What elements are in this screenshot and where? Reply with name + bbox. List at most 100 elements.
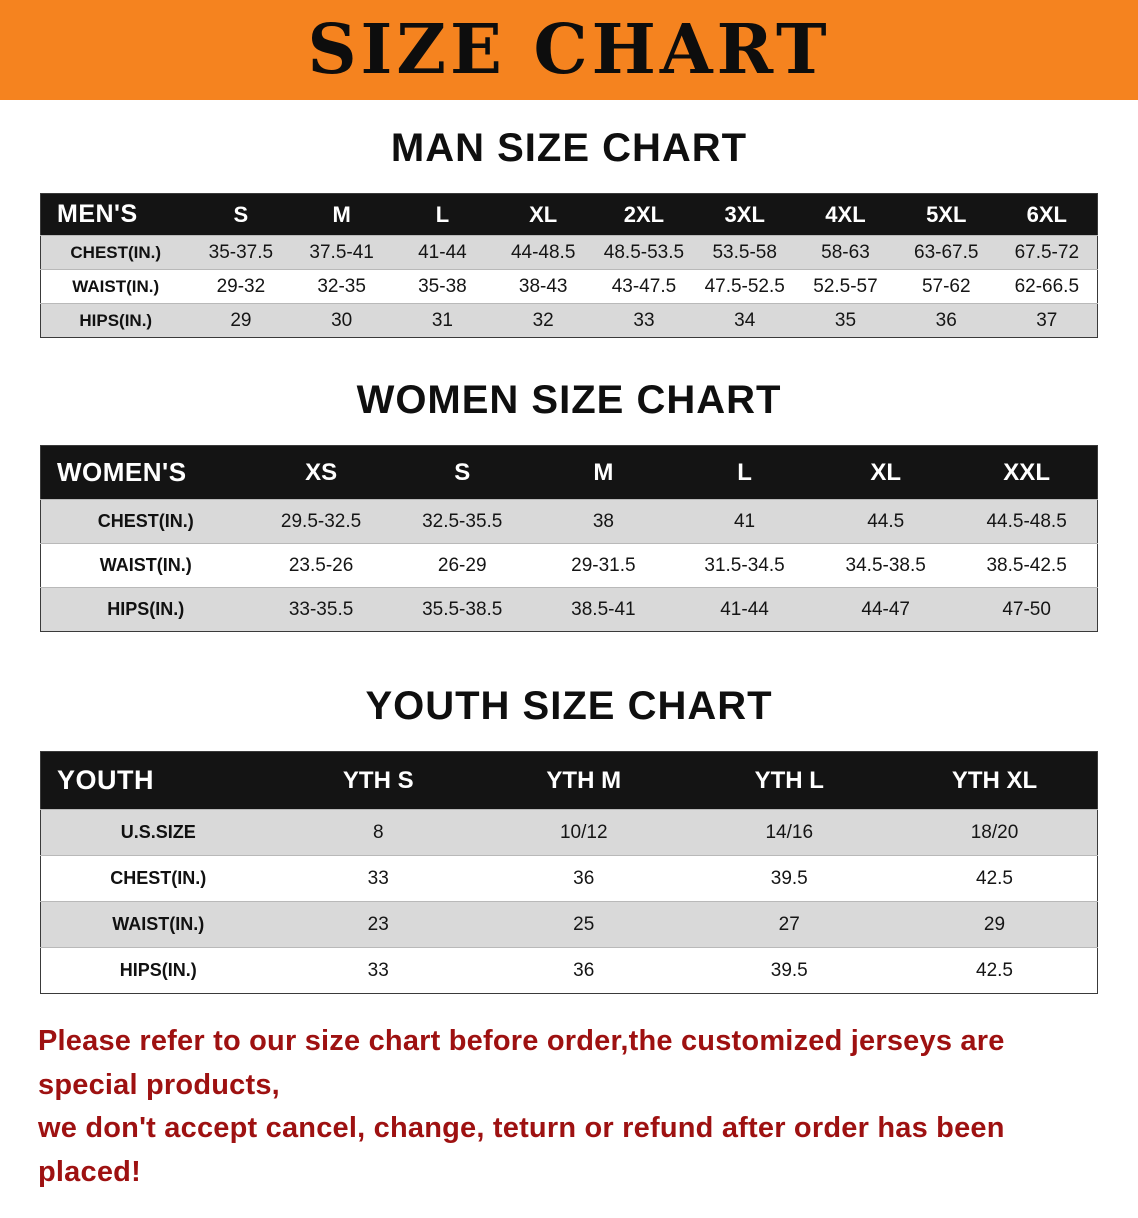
size-value: 10/12 [559, 821, 608, 843]
size-value: 63-67.5 [914, 241, 979, 263]
size-value: 27 [778, 913, 800, 935]
size-value: 33 [633, 309, 655, 331]
size-value: 18/20 [970, 821, 1019, 843]
banner: SIZE CHART [0, 0, 1138, 100]
size-value: 38.5-41 [571, 598, 636, 620]
size-value: 14/16 [765, 821, 814, 843]
table-row: WAIST(IN.) 23 25 27 29 [40, 901, 1098, 948]
size-column-header: S [190, 193, 292, 236]
size-value: 35-38 [418, 275, 467, 297]
size-value: 32.5-35.5 [422, 510, 503, 532]
row-label: U.S.SIZE [120, 822, 196, 842]
youth-size-chart-section: YOUTH SIZE CHART YOUTH YTH S YTH M YTH L YTH… [0, 684, 1138, 994]
size-value: 34.5-38.5 [845, 554, 926, 576]
size-value: 44.5-48.5 [986, 510, 1067, 532]
size-value: 38 [592, 510, 614, 532]
row-label: WAIST(IN.) [99, 555, 192, 575]
size-column-header: XS [250, 445, 392, 500]
order-policy-notice-line-2: we don't accept cancel, change, teturn o… [38, 1112, 1005, 1188]
size-value: 35.5-38.5 [422, 598, 503, 620]
size-value: 32 [532, 309, 554, 331]
table-row: HIPS(IN.) 29 30 31 32 33 34 35 36 37 [40, 303, 1098, 338]
size-value: 62-66.5 [1014, 275, 1080, 297]
man-size-chart-heading: MAN SIZE CHART [390, 126, 748, 170]
size-value: 29 [983, 913, 1006, 935]
size-value: 36 [935, 309, 957, 331]
table-row: WAIST(IN.) 23.5-26 26-29 29-31.5 31.5-34.5 34… [40, 543, 1098, 588]
row-label: WAIST(IN.) [112, 914, 205, 934]
size-value: 39.5 [770, 959, 808, 981]
table-group-label: WOMEN'S [40, 445, 251, 500]
size-value: 47.5-52.5 [704, 275, 785, 297]
size-column-header: 6XL [996, 193, 1098, 236]
size-column-header: L [392, 193, 493, 236]
size-column-header: YTH S [275, 751, 481, 810]
women-size-chart-heading: WOMEN SIZE CHART [356, 378, 782, 422]
man-size-chart-section: MAN SIZE CHART MEN'S S M L XL 2XL 3XL 4XL 5XL 6XL… [0, 126, 1138, 338]
size-value: 38-43 [518, 275, 568, 297]
size-value: 35-37.5 [208, 241, 274, 263]
size-column-header: 2XL [593, 193, 695, 236]
size-value: 41-44 [720, 598, 769, 620]
size-column-header: 5XL [895, 193, 997, 236]
size-value: 48.5-53.5 [603, 241, 685, 263]
size-value: 52.5-57 [813, 275, 878, 297]
size-column-header: M [291, 193, 393, 236]
size-value: 33-35.5 [288, 598, 354, 620]
size-value: 53.5-58 [712, 241, 777, 263]
size-column-header: XL [492, 193, 594, 236]
table-header-row: WOMEN'S XS S M L XL XXL [40, 445, 1098, 500]
page-title: SIZE CHART [307, 10, 831, 90]
size-value: 42.5 [976, 959, 1013, 981]
size-column-header: XL [815, 445, 957, 500]
size-value: 23.5-26 [288, 554, 354, 576]
row-label: WAIST(IN.) [72, 276, 160, 296]
table-row: CHEST(IN.) 29.5-32.5 32.5-35.5 38 41 44.5 44.5… [40, 499, 1098, 544]
size-column-header: YTH XL [892, 751, 1098, 810]
size-value: 44-47 [861, 598, 910, 620]
youth-size-table: YOUTH YTH S YTH M YTH L YTH XL U.S.SIZE 8 10/12… [40, 751, 1098, 994]
size-value: 43-47.5 [611, 275, 677, 297]
table-row: CHEST(IN.) 35-37.5 37.5-41 41-44 44-48.5 48.5… [40, 235, 1098, 270]
size-column-header: M [532, 445, 674, 500]
table-header-row: MEN'S S M L XL 2XL 3XL 4XL 5XL 6XL [40, 193, 1098, 236]
size-value: 8 [372, 821, 384, 843]
table-row: CHEST(IN.) 33 36 39.5 42.5 [40, 855, 1098, 902]
table-row: WAIST(IN.) 29-32 32-35 35-38 38-43 43-47.5 47.… [40, 269, 1098, 304]
table-row: U.S.SIZE 8 10/12 14/16 18/20 [40, 809, 1098, 856]
size-value: 67.5-72 [1014, 241, 1080, 263]
size-value: 36 [573, 959, 595, 981]
size-column-header: XXL [956, 445, 1098, 500]
size-value: 38.5-42.5 [986, 554, 1067, 576]
row-label: CHEST(IN.) [70, 242, 162, 262]
women-size-chart-section: WOMEN SIZE CHART WOMEN'S XS S M L XL XXL CHEST(… [0, 378, 1138, 632]
size-value: 33 [367, 959, 389, 981]
row-label: HIPS(IN.) [119, 960, 197, 980]
size-value: 41-44 [418, 241, 467, 263]
table-group-label: MEN'S [40, 193, 191, 236]
size-column-header: S [391, 445, 533, 500]
size-value: 35 [834, 309, 857, 331]
size-value: 34 [734, 309, 756, 331]
row-label: HIPS(IN.) [107, 599, 185, 619]
size-value: 36 [573, 867, 595, 889]
size-column-header: L [673, 445, 816, 500]
row-label: CHEST(IN.) [97, 511, 194, 531]
size-column-header: YTH L [686, 751, 892, 810]
table-row: HIPS(IN.) 33-35.5 35.5-38.5 38.5-41 41-44 44-… [40, 587, 1098, 632]
size-value: 29 [230, 309, 252, 331]
size-value: 31 [431, 309, 453, 331]
table-group-label: YOUTH [40, 751, 276, 810]
size-value: 37.5-41 [309, 241, 374, 263]
size-value: 44.5 [867, 510, 905, 532]
size-value: 29-32 [216, 275, 266, 297]
size-column-header: YTH M [481, 751, 687, 810]
size-value: 29-31.5 [571, 554, 636, 576]
size-value: 25 [573, 913, 595, 935]
size-value: 33 [367, 867, 389, 889]
size-value: 47-50 [1002, 598, 1051, 620]
table-row: HIPS(IN.) 33 36 39.5 42.5 [40, 947, 1098, 994]
row-label: HIPS(IN.) [79, 310, 153, 330]
size-value: 37 [1036, 309, 1058, 331]
